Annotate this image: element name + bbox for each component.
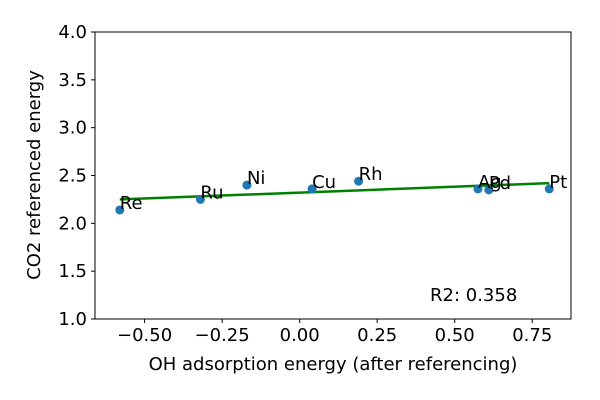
y-tick-label: 3.0	[58, 118, 87, 139]
y-tick-label: 2.0	[58, 213, 87, 234]
x-tick-label: 0.50	[435, 325, 475, 346]
y-axis-label: CO2 referenced energy	[24, 70, 45, 280]
x-tick-label: −0.25	[195, 325, 250, 346]
y-tick-label: 4.0	[58, 22, 87, 43]
y-axis-ticks: 1.0 1.5 2.0 2.5 3.0 3.5 4.0	[58, 22, 95, 330]
x-axis-ticks: −0.50 −0.25 0.00 0.25 0.50 0.75	[117, 319, 552, 346]
data-point-ni	[242, 180, 252, 190]
y-tick-label: 1.5	[58, 261, 87, 282]
x-axis-label: OH adsorption energy (after referencing)	[149, 354, 518, 375]
point-label-ru: Ru	[200, 182, 223, 203]
point-label-ni: Ni	[247, 168, 265, 189]
data-point-rh	[354, 176, 364, 186]
point-label-rh: Rh	[359, 164, 383, 185]
data-point-ru	[195, 194, 205, 204]
data-point-pt	[544, 184, 554, 194]
y-tick-label: 3.5	[58, 70, 87, 91]
x-tick-label: −0.50	[117, 325, 172, 346]
x-tick-label: 0.00	[280, 325, 320, 346]
data-points	[115, 176, 554, 215]
r2-annotation: R2: 0.358	[430, 285, 517, 306]
data-point-ag	[473, 184, 483, 194]
y-tick-label: 1.0	[58, 309, 87, 330]
data-point-re	[115, 205, 125, 215]
point-label-pd: Pd	[489, 173, 511, 194]
data-point-cu	[307, 184, 317, 194]
x-tick-label: 0.25	[357, 325, 397, 346]
point-label-re: Re	[120, 193, 143, 214]
x-tick-label: 0.75	[512, 325, 552, 346]
y-tick-label: 2.5	[58, 166, 87, 187]
point-label-cu: Cu	[312, 172, 336, 193]
point-label-ag: Ag	[478, 172, 502, 193]
data-point-pd	[484, 185, 494, 195]
point-label-pt: Pt	[549, 172, 567, 193]
